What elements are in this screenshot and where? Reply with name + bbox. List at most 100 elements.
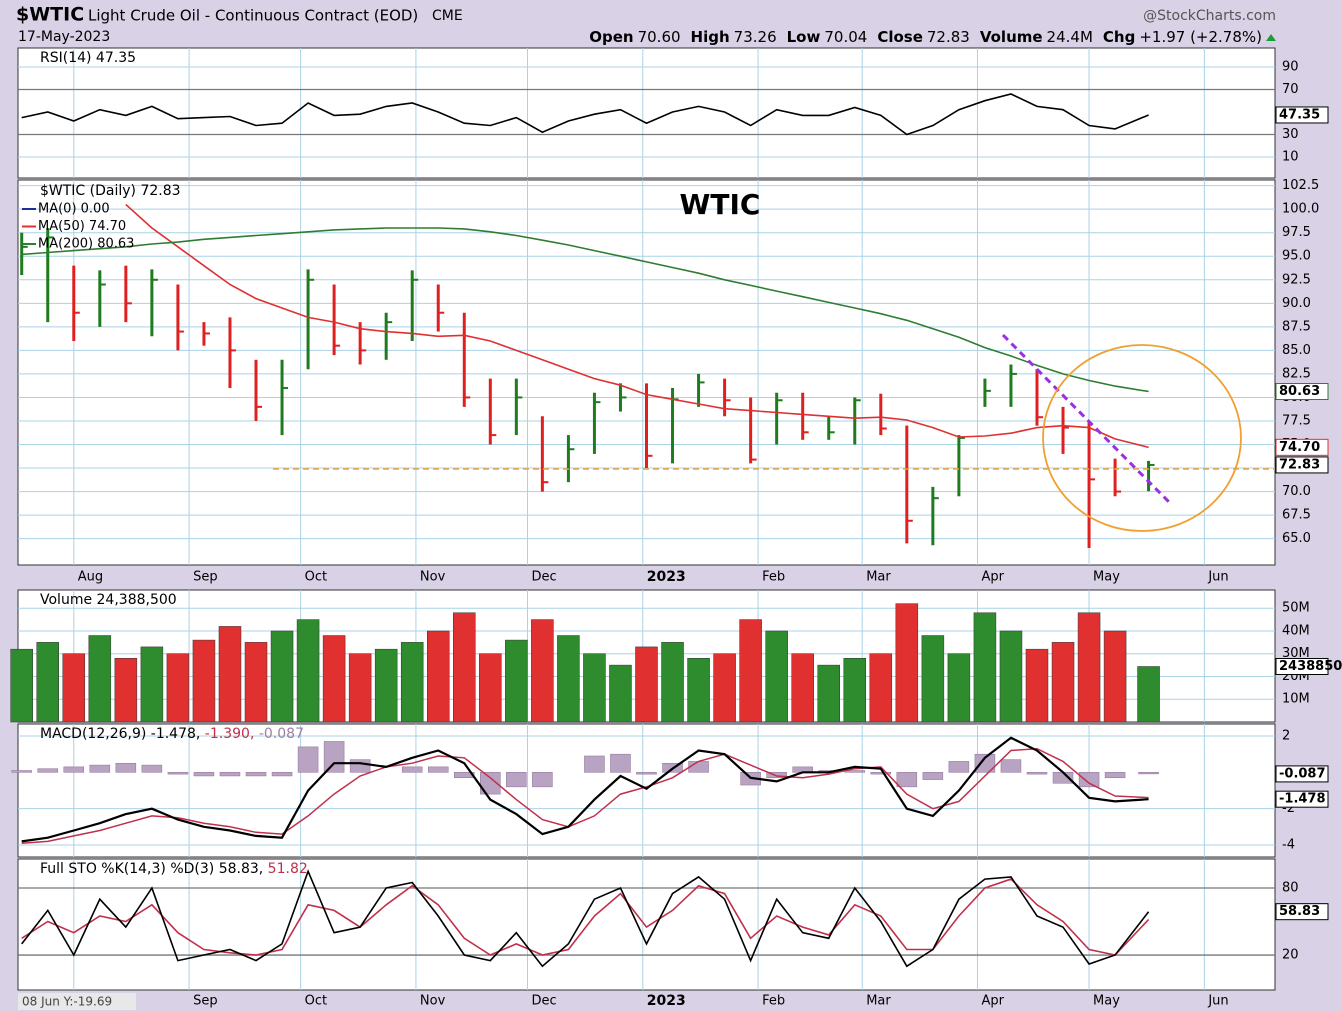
x-tick-label: Nov <box>420 994 446 1009</box>
y-tick-label: 2 <box>1282 728 1290 743</box>
y-tick-label: 85.0 <box>1282 343 1311 358</box>
histogram-bar <box>1000 759 1022 773</box>
volume-bar <box>557 635 580 723</box>
histogram-bar <box>427 766 449 773</box>
y-tick-label: 30M <box>1282 646 1310 661</box>
histogram-bar <box>610 753 631 773</box>
volume-bar <box>505 639 528 723</box>
legend-entry: MA(50) 74.70 <box>38 219 126 234</box>
quote-value: 70.60 <box>638 28 681 46</box>
volume-bar <box>322 635 346 723</box>
series-line <box>21 736 1149 843</box>
volume-bar <box>947 653 971 723</box>
histogram-bar <box>766 772 787 779</box>
panel <box>17 858 1276 991</box>
volume-bar <box>869 653 893 723</box>
histogram-bar <box>636 772 657 775</box>
histogram-bar <box>193 772 215 777</box>
label-part: RSI(14) 47.35 <box>40 50 136 66</box>
histogram-bar <box>1078 772 1100 788</box>
x-tick-label: Mar <box>866 570 891 585</box>
histogram-bar <box>141 764 163 773</box>
quote-value: 24.4M <box>1047 28 1093 46</box>
volume-bar <box>973 612 997 723</box>
histogram-bar <box>688 761 709 773</box>
histogram-bar <box>870 772 892 775</box>
histogram-bar <box>401 766 423 773</box>
volume-bar <box>791 653 814 723</box>
y-tick-label: 40M <box>1282 623 1310 638</box>
quote-value: +1.97 (+2.78%) <box>1139 28 1262 46</box>
panel-label: MACD(12,26,9) -1.478, -1.390, -0.087 <box>40 726 304 742</box>
volume-bar <box>739 619 762 723</box>
source: @StockCharts.com <box>1143 8 1276 24</box>
volume-bar <box>479 653 502 723</box>
quote-value: 72.83 <box>927 28 970 46</box>
volume-bar <box>921 635 945 723</box>
highlight-circle <box>1042 344 1242 532</box>
value-badge <box>1275 903 1329 921</box>
histogram-bar <box>584 755 605 773</box>
histogram-bar <box>11 770 32 773</box>
volume-bar <box>36 642 60 723</box>
date: 17-May-2023 <box>18 29 110 45</box>
volume-bar <box>453 612 476 723</box>
y-tick-label: 30 <box>1282 127 1299 142</box>
y-tick-label: 100.0 <box>1282 202 1319 217</box>
y-tick-label: 80 <box>1282 881 1299 896</box>
y-tick-label: 65.0 <box>1282 531 1311 546</box>
quote-label: Volume <box>980 28 1043 46</box>
label-part: Volume 24,388,500 <box>40 592 177 608</box>
volume-bar <box>1103 630 1127 723</box>
volume-bar <box>296 619 320 723</box>
x-tick-label: Dec <box>531 994 556 1009</box>
y-tick-label: 90.0 <box>1282 296 1311 311</box>
value-badge <box>1275 438 1329 456</box>
symbol: $WTIC <box>16 4 84 26</box>
histogram-bar <box>89 764 111 773</box>
y-tick-label: 70 <box>1282 82 1299 97</box>
instrument-name: Light Crude Oil - Continuous Contract (E… <box>88 7 418 25</box>
y-tick-label: 10 <box>1282 149 1299 164</box>
x-tick-label: Aug <box>78 570 103 585</box>
histogram-bar <box>37 768 59 773</box>
quote-line: Open 70.60 High 73.26 Low 70.04 Close 72.83 Volu… <box>589 28 1262 46</box>
volume-bar <box>895 603 919 723</box>
badge-label: 80.63 <box>1279 384 1320 399</box>
histogram-bar <box>480 772 501 795</box>
volume-bar <box>765 630 788 723</box>
trend-line <box>1001 333 1174 507</box>
y-tick-label: 10M <box>1282 692 1310 707</box>
label-part: -1.390, <box>200 726 254 742</box>
badge-label: 72.83 <box>1279 457 1320 472</box>
badge-label: -1.478 <box>1279 792 1326 807</box>
badge-label: 24388500 <box>1279 659 1342 674</box>
x-tick-label: Sep <box>193 994 218 1009</box>
label-part: Full STO %K(14,3) %D(3) 58.83, <box>40 861 263 877</box>
volume-bar <box>114 658 138 723</box>
x-tick-label: Sep <box>193 570 218 585</box>
badge-label: 47.35 <box>1279 107 1320 122</box>
y-tick-label: 97.5 <box>1282 225 1311 240</box>
x-tick-label: Jun <box>1207 994 1228 1009</box>
y-tick-label: -4 <box>1282 838 1295 853</box>
volume-bar <box>583 653 606 723</box>
histogram-bar <box>1138 772 1159 775</box>
x-tick-label: May <box>1093 994 1120 1009</box>
x-tick-label: Dec <box>531 570 556 585</box>
volume-bar <box>817 664 840 723</box>
histogram-bar <box>1104 772 1126 779</box>
quote-value: 73.26 <box>734 28 777 46</box>
volume-bar <box>400 642 424 723</box>
readout-box <box>18 993 136 1010</box>
histogram-bar <box>506 772 527 788</box>
histogram-bar <box>63 766 85 773</box>
badge-label: -0.087 <box>1279 766 1326 781</box>
panel-label: RSI(14) 47.35 <box>40 50 136 66</box>
panels: AugSepOctNovDec2023FebMarAprMayJunAugSep… <box>10 47 1342 1009</box>
quote-label: High <box>691 28 730 46</box>
x-tick-label: Oct <box>305 570 327 585</box>
y-tick-label: 77.5 <box>1282 413 1311 428</box>
volume-bar <box>88 635 112 723</box>
